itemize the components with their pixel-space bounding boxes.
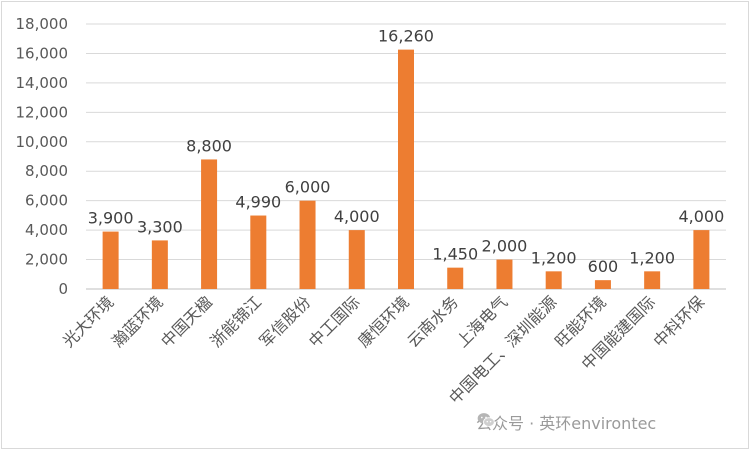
data-label: 6,000 bbox=[285, 178, 331, 197]
category-label: 中工国际 bbox=[305, 292, 364, 351]
data-label: 8,800 bbox=[186, 136, 232, 155]
category-label: 云南水务 bbox=[403, 292, 462, 351]
category-label: 军信股份 bbox=[256, 292, 315, 351]
category-label: 中国天楹 bbox=[157, 292, 216, 351]
watermark: 公众号 · 英环environtec bbox=[476, 410, 656, 434]
data-label: 4,990 bbox=[235, 193, 281, 212]
watermark-text: 公众号 · 英环environtec bbox=[476, 414, 657, 433]
bar bbox=[447, 267, 464, 289]
category-label: 中科环保 bbox=[650, 292, 709, 351]
y-tick-label: 14,000 bbox=[16, 74, 69, 92]
y-tick-label: 16,000 bbox=[16, 44, 69, 62]
y-tick-label: 2,000 bbox=[25, 251, 68, 269]
y-tick-label: 12,000 bbox=[16, 103, 69, 121]
category-label: 康恒环境 bbox=[354, 292, 413, 351]
bar bbox=[299, 200, 316, 289]
category-label: 浙能锦江 bbox=[206, 292, 265, 351]
category-label: 瀚蓝环境 bbox=[108, 292, 167, 351]
bar bbox=[151, 240, 168, 289]
data-label: 2,000 bbox=[482, 237, 528, 256]
bar bbox=[348, 230, 365, 289]
data-label: 3,300 bbox=[137, 217, 183, 236]
y-tick-label: 6,000 bbox=[25, 192, 68, 210]
data-label: 4,000 bbox=[334, 207, 380, 226]
y-tick-label: 0 bbox=[58, 280, 68, 298]
bar bbox=[398, 49, 414, 289]
y-tick-label: 8,000 bbox=[25, 162, 68, 180]
bars bbox=[102, 49, 710, 289]
data-label: 1,450 bbox=[432, 245, 478, 264]
x-axis-categories: 光大环境瀚蓝环境中国天楹浙能锦江军信股份中工国际康恒环境云南水务上海电气中国电工… bbox=[59, 292, 708, 407]
bar bbox=[693, 230, 710, 289]
data-label: 600 bbox=[588, 257, 619, 276]
bar bbox=[594, 280, 611, 289]
data-label: 1,200 bbox=[629, 248, 675, 267]
bar bbox=[644, 271, 661, 289]
y-tick-label: 18,000 bbox=[16, 15, 69, 33]
data-label: 4,000 bbox=[678, 207, 724, 226]
bar bbox=[201, 159, 218, 289]
bar bbox=[250, 215, 267, 289]
bar bbox=[545, 271, 562, 289]
wechat-icon bbox=[477, 413, 495, 427]
data-label: 1,200 bbox=[531, 248, 577, 267]
data-label: 3,900 bbox=[88, 209, 134, 228]
bar bbox=[102, 231, 119, 289]
category-label: 光大环境 bbox=[59, 292, 118, 351]
data-label: 16,260 bbox=[378, 27, 434, 46]
bar bbox=[496, 259, 513, 289]
y-tick-label: 10,000 bbox=[16, 133, 69, 151]
data-labels: 3,900 3,3008,8004,9906,0004,00016,2601,45… bbox=[88, 27, 725, 277]
y-axis-ticks: 0 2,000 4,000 6,000 8,000 10,000 12,000 14,000 1… bbox=[16, 15, 69, 298]
y-tick-label: 4,000 bbox=[25, 221, 68, 239]
